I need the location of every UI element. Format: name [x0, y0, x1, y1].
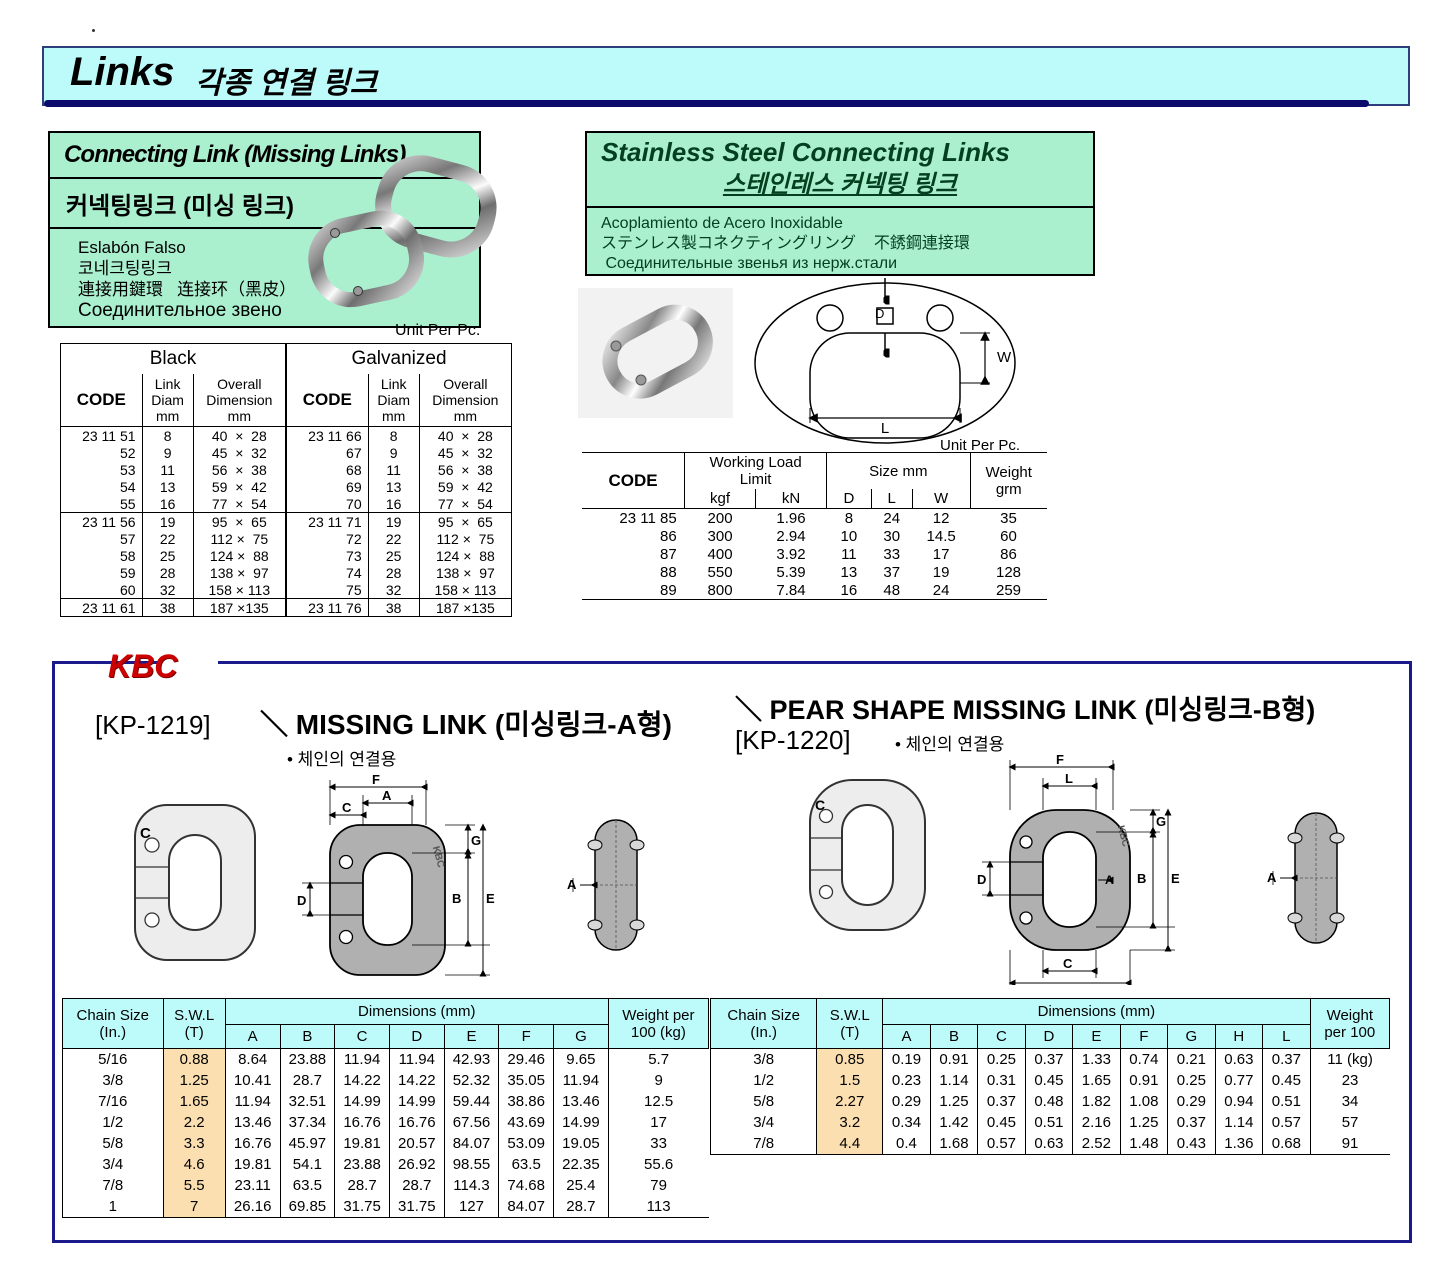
svg-text:C: C: [342, 800, 352, 815]
svg-text:D: D: [297, 893, 306, 908]
svg-text:A: A: [382, 788, 392, 803]
svg-text:E: E: [486, 891, 495, 906]
svg-text:B: B: [1137, 871, 1146, 886]
svg-text:D: D: [977, 872, 986, 887]
svg-text:A: A: [567, 877, 577, 892]
svg-text:A: A: [1267, 870, 1277, 885]
svg-text:C: C: [815, 797, 825, 813]
svg-text:Unit Per Pc.: Unit Per Pc.: [940, 437, 1020, 453]
svg-text:C: C: [140, 825, 151, 842]
svg-text:G: G: [1156, 814, 1166, 829]
svg-text:D: D: [875, 306, 884, 321]
svg-text:G: G: [471, 833, 481, 848]
svg-text:F: F: [1056, 755, 1064, 767]
svg-text:F: F: [372, 775, 380, 787]
svg-text:C: C: [1063, 956, 1073, 971]
svg-text:L: L: [881, 420, 889, 437]
svg-text:W: W: [997, 349, 1012, 366]
svg-text:B: B: [452, 891, 461, 906]
svg-text:L: L: [1065, 771, 1073, 786]
svg-text:E: E: [1171, 871, 1180, 886]
